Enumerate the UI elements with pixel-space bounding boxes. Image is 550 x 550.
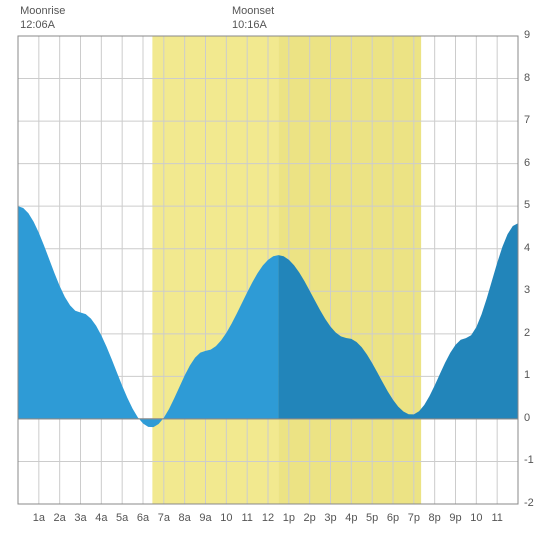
y-tick-label: 7	[524, 114, 544, 126]
x-tick-label: 10	[220, 512, 232, 524]
x-tick-label: 3p	[324, 512, 336, 524]
x-tick-label: 4a	[95, 512, 107, 524]
moonset-title: Moonset	[232, 4, 274, 18]
y-tick-label: 3	[524, 284, 544, 296]
x-tick-label: 5p	[366, 512, 378, 524]
y-tick-label: -2	[524, 497, 544, 509]
x-tick-label: 2a	[54, 512, 66, 524]
y-tick-label: 5	[524, 199, 544, 211]
x-tick-label: 5a	[116, 512, 128, 524]
y-tick-label: 0	[524, 412, 544, 424]
y-tick-label: 1	[524, 369, 544, 381]
y-tick-label: 9	[524, 29, 544, 41]
moonrise-label: Moonrise12:06A	[20, 4, 65, 33]
x-tick-label: 2p	[304, 512, 316, 524]
x-tick-label: 12	[262, 512, 274, 524]
x-tick-label: 8p	[429, 512, 441, 524]
x-tick-label: 10	[470, 512, 482, 524]
x-tick-label: 7a	[158, 512, 170, 524]
x-tick-label: 9a	[199, 512, 211, 524]
y-tick-label: 6	[524, 157, 544, 169]
moonrise-time: 12:06A	[20, 18, 65, 32]
x-tick-label: 11	[491, 512, 502, 524]
x-tick-label: 1a	[33, 512, 45, 524]
x-tick-label: 11	[241, 512, 252, 524]
x-tick-label: 1p	[283, 512, 295, 524]
chart-svg	[0, 0, 550, 550]
tide-chart: Moonrise12:06AMoonset10:16A-2-1012345678…	[0, 0, 550, 550]
x-tick-label: 6p	[387, 512, 399, 524]
y-tick-label: 4	[524, 242, 544, 254]
y-tick-label: 2	[524, 327, 544, 339]
y-tick-label: 8	[524, 72, 544, 84]
moonrise-title: Moonrise	[20, 4, 65, 18]
x-tick-label: 9p	[449, 512, 461, 524]
moonset-time: 10:16A	[232, 18, 274, 32]
x-tick-label: 4p	[345, 512, 357, 524]
x-tick-label: 7p	[408, 512, 420, 524]
y-tick-label: -1	[524, 454, 544, 466]
x-tick-label: 3a	[74, 512, 86, 524]
x-tick-label: 6a	[137, 512, 149, 524]
moonset-label: Moonset10:16A	[232, 4, 274, 33]
x-tick-label: 8a	[179, 512, 191, 524]
